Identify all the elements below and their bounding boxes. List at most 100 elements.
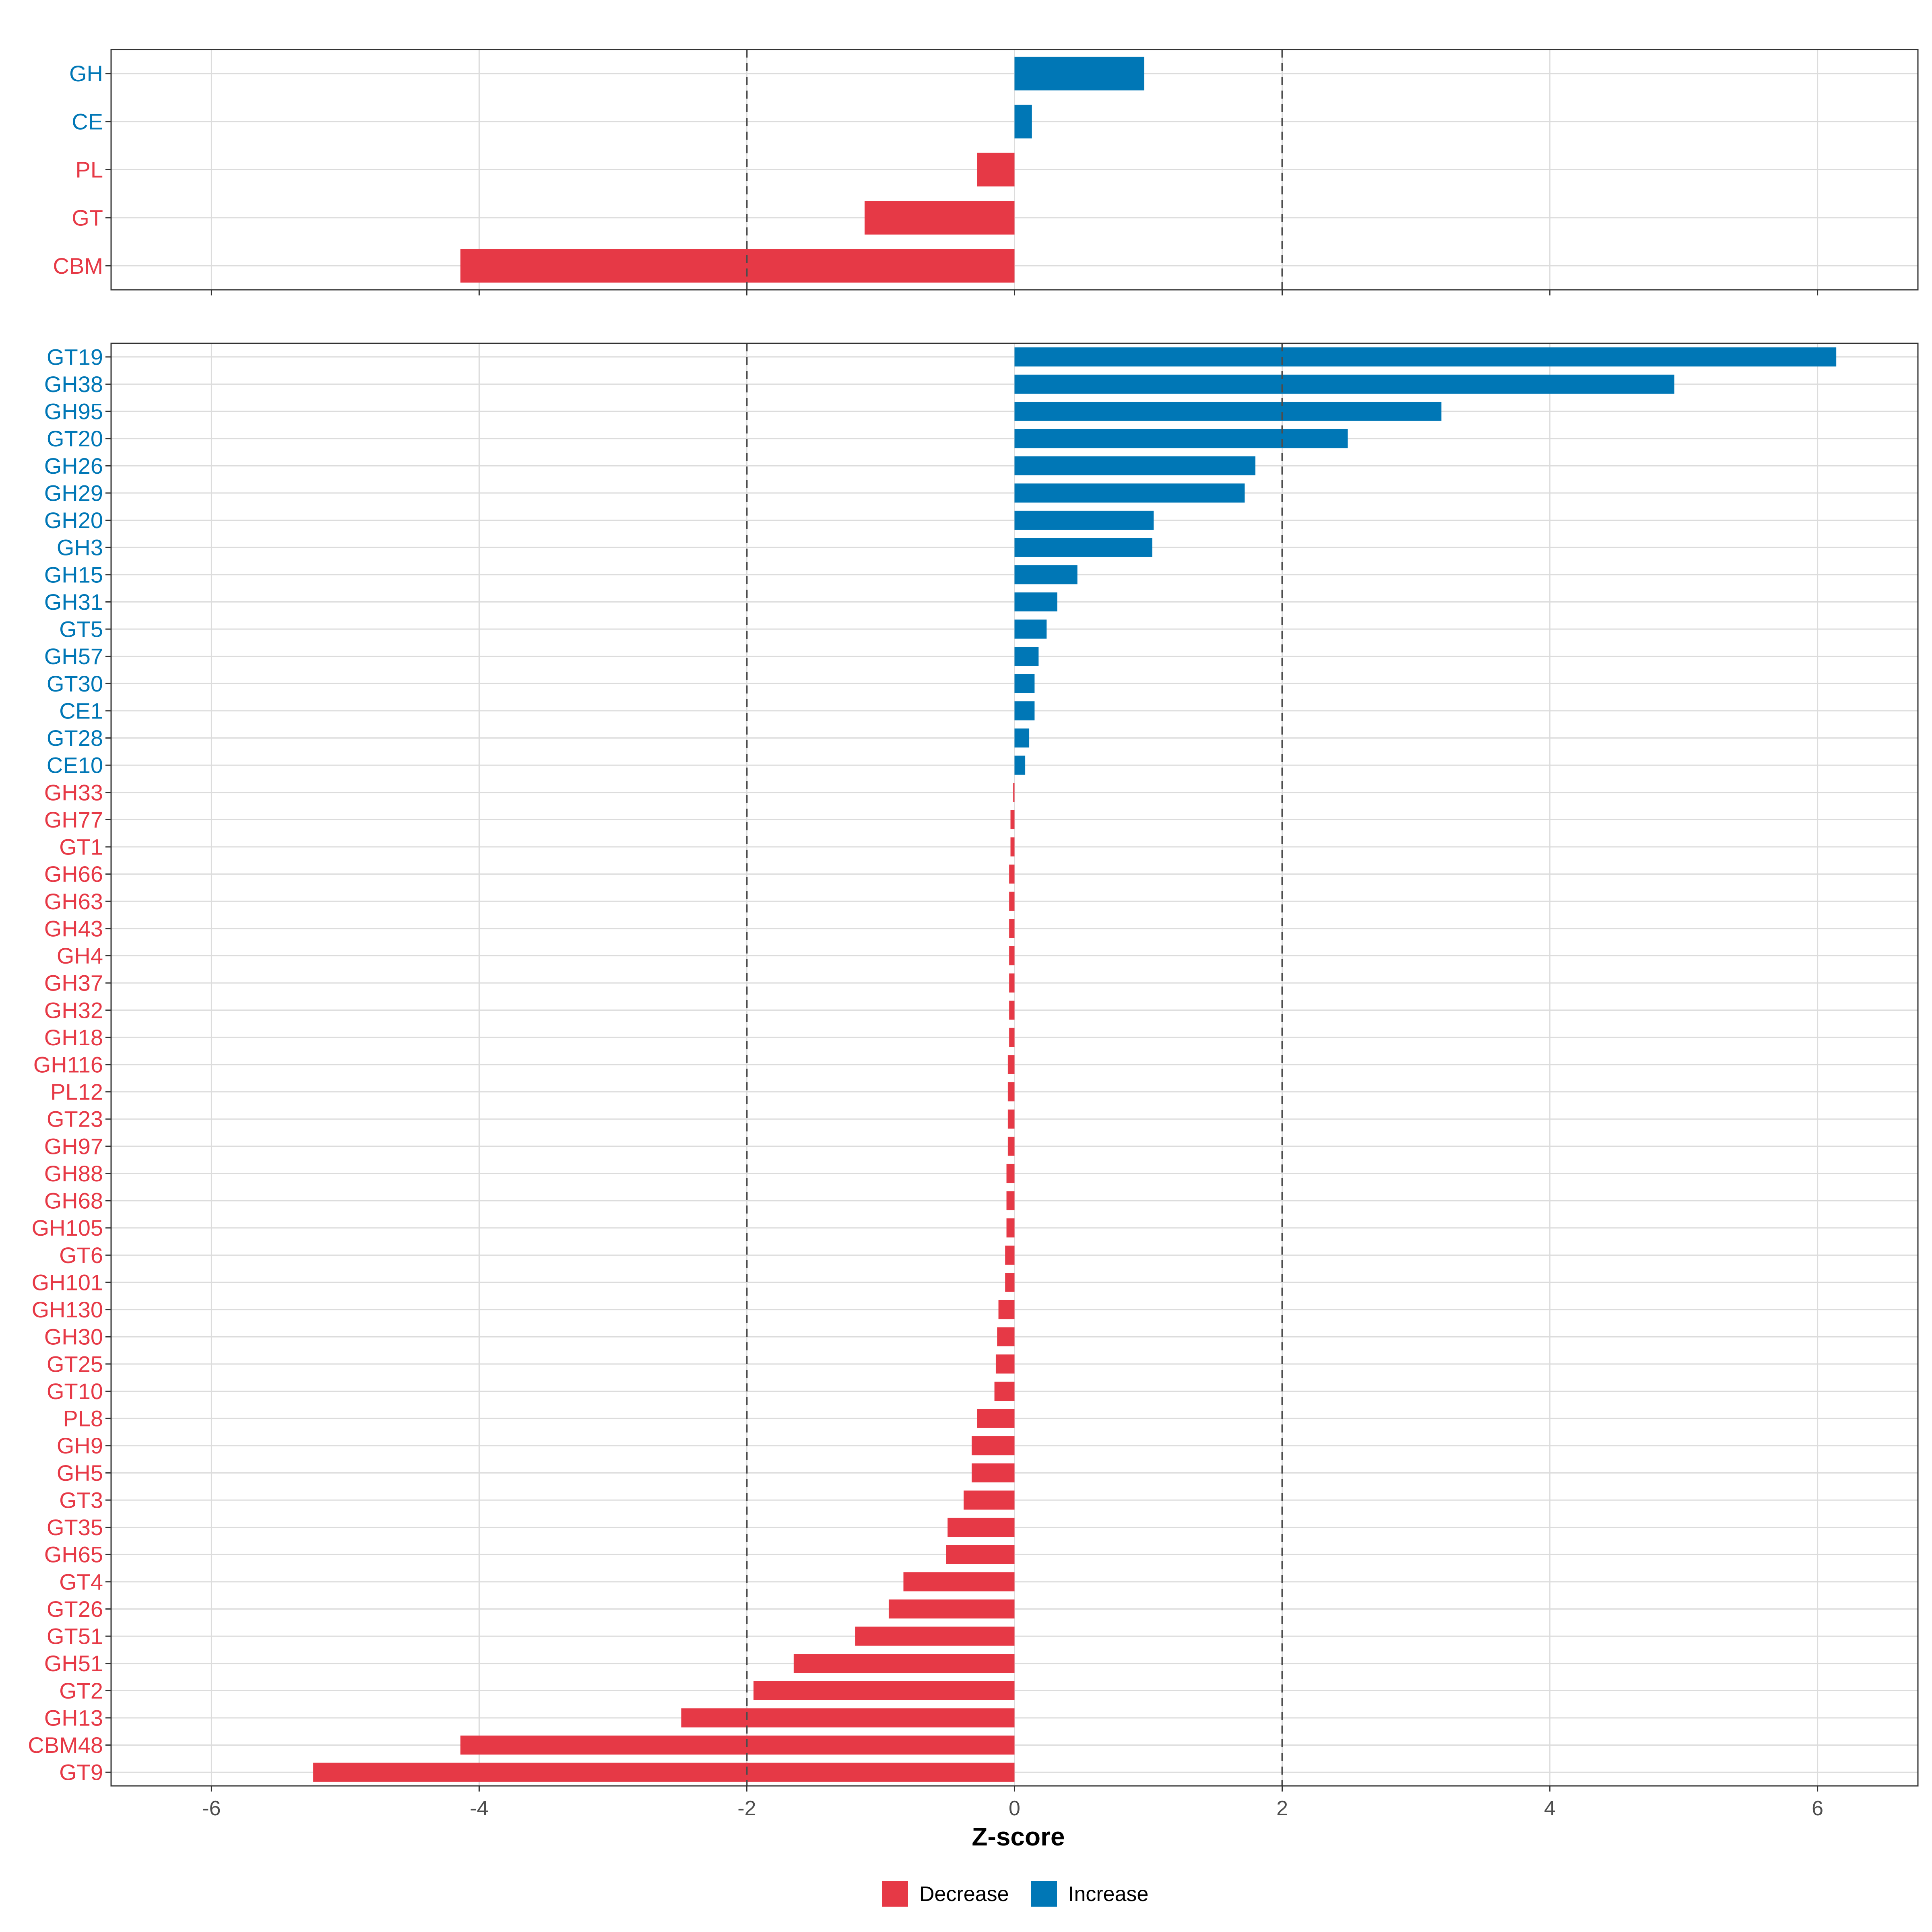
bottom-panel: GT19GH38GH95GT20GH26GH29GH20GH3GH15GH31G… bbox=[28, 343, 1919, 1792]
bottom-category-label-gh31: GH31 bbox=[44, 589, 103, 615]
bottom-category-label-gt25: GT25 bbox=[47, 1351, 103, 1377]
bottom-bar-pl8 bbox=[977, 1409, 1015, 1428]
bottom-category-label-pl12: PL12 bbox=[50, 1079, 103, 1104]
bottom-category-label-gt9: GT9 bbox=[59, 1760, 103, 1785]
bottom-bar-gh68 bbox=[1006, 1191, 1015, 1210]
bottom-bar-gh66 bbox=[1009, 864, 1015, 884]
bottom-category-label-gh33: GH33 bbox=[44, 780, 103, 805]
bottom-category-label-gt30: GT30 bbox=[47, 671, 103, 696]
bottom-category-label-gh13: GH13 bbox=[44, 1705, 103, 1730]
bottom-bar-gh15 bbox=[1014, 565, 1077, 584]
top-category-label-gt: GT bbox=[72, 205, 103, 230]
bottom-bar-gh38 bbox=[1014, 374, 1674, 394]
bottom-category-label-gt1: GT1 bbox=[59, 834, 103, 860]
bottom-bar-gh101 bbox=[1005, 1273, 1015, 1292]
bottom-bar-gt5 bbox=[1014, 619, 1047, 639]
bottom-category-label-gh43: GH43 bbox=[44, 916, 103, 941]
bottom-category-label-gh101: GH101 bbox=[32, 1269, 103, 1295]
bottom-bar-gt23 bbox=[1007, 1109, 1015, 1129]
bottom-bar-gh37 bbox=[1009, 973, 1015, 993]
bottom-category-label-gt19: GT19 bbox=[47, 344, 103, 369]
bottom-bar-gt51 bbox=[855, 1627, 1015, 1646]
bottom-bar-gt35 bbox=[947, 1517, 1015, 1537]
top-category-label-pl: PL bbox=[76, 157, 103, 182]
bottom-bar-gt3 bbox=[964, 1490, 1015, 1510]
bottom-category-label-gh9: GH9 bbox=[57, 1433, 103, 1458]
bottom-bar-gt4 bbox=[903, 1572, 1015, 1591]
bottom-category-label-gt3: GT3 bbox=[59, 1487, 103, 1513]
top-bar-ce bbox=[1014, 105, 1032, 138]
bottom-bar-gh33 bbox=[1013, 783, 1015, 802]
bottom-category-label-gt20: GT20 bbox=[47, 426, 103, 451]
bottom-bar-gh51 bbox=[793, 1654, 1015, 1673]
bottom-category-label-ce1: CE1 bbox=[59, 698, 103, 723]
bottom-bar-gh77 bbox=[1010, 810, 1015, 830]
bottom-bar-gh97 bbox=[1007, 1137, 1015, 1156]
bottom-bar-gh9 bbox=[972, 1436, 1015, 1455]
bottom-category-label-gt4: GT4 bbox=[59, 1569, 103, 1594]
bottom-bar-gh95 bbox=[1014, 402, 1442, 421]
bottom-bar-gt10 bbox=[994, 1381, 1015, 1401]
legend-label-decrease: Decrease bbox=[919, 1882, 1009, 1906]
top-bar-pl bbox=[977, 153, 1015, 187]
bottom-category-label-gt2: GT2 bbox=[59, 1678, 103, 1703]
top-category-label-gh: GH bbox=[69, 61, 103, 86]
top-bar-gh bbox=[1014, 56, 1145, 91]
bottom-category-label-gh37: GH37 bbox=[44, 970, 103, 996]
bottom-category-label-gt26: GT26 bbox=[47, 1596, 103, 1622]
bottom-bar-gh26 bbox=[1014, 456, 1256, 475]
bottom-category-label-gh116: GH116 bbox=[33, 1052, 103, 1077]
bottom-category-label-gh68: GH68 bbox=[44, 1188, 103, 1214]
top-bar-cbm bbox=[460, 249, 1015, 283]
bottom-category-label-gh18: GH18 bbox=[44, 1025, 103, 1050]
top-category-label-cbm: CBM bbox=[53, 253, 103, 279]
bottom-bar-gt30 bbox=[1014, 674, 1035, 693]
bottom-category-label-gh95: GH95 bbox=[44, 399, 103, 424]
bottom-category-label-ce10: CE10 bbox=[47, 753, 103, 778]
bottom-category-label-gh4: GH4 bbox=[57, 943, 103, 968]
bottom-bar-gh65 bbox=[946, 1545, 1015, 1564]
bottom-bar-gh43 bbox=[1009, 919, 1015, 938]
bottom-bar-ce1 bbox=[1014, 701, 1035, 720]
x-tick-label: -4 bbox=[470, 1797, 488, 1820]
bottom-bar-gt19 bbox=[1014, 347, 1837, 367]
bottom-bar-gh63 bbox=[1009, 892, 1015, 911]
x-tick-label: 2 bbox=[1276, 1797, 1288, 1820]
bottom-bar-gh130 bbox=[998, 1300, 1015, 1319]
bottom-bar-gt6 bbox=[1005, 1245, 1015, 1265]
bottom-bar-gt26 bbox=[888, 1599, 1015, 1619]
bottom-bar-gt20 bbox=[1014, 429, 1348, 448]
legend-key-decrease bbox=[882, 1881, 908, 1907]
bottom-category-label-gt35: GT35 bbox=[47, 1515, 103, 1540]
bottom-category-label-gt51: GT51 bbox=[47, 1624, 103, 1649]
bottom-category-label-pl8: PL8 bbox=[63, 1406, 103, 1431]
bottom-bar-gh18 bbox=[1009, 1028, 1015, 1047]
bottom-bar-gh13 bbox=[681, 1708, 1015, 1728]
legend-label-increase: Increase bbox=[1068, 1882, 1148, 1906]
bottom-category-label-gt28: GT28 bbox=[47, 725, 103, 751]
bottom-category-label-gh130: GH130 bbox=[32, 1297, 103, 1322]
bottom-bar-gh4 bbox=[1009, 946, 1015, 966]
bottom-category-label-gh77: GH77 bbox=[44, 807, 103, 832]
bottom-bar-gh116 bbox=[1007, 1055, 1015, 1074]
bottom-category-label-gh20: GH20 bbox=[44, 508, 103, 533]
top-bar-gt bbox=[865, 201, 1015, 235]
bottom-category-label-gh105: GH105 bbox=[32, 1215, 103, 1241]
bottom-category-label-gh38: GH38 bbox=[44, 372, 103, 397]
bottom-category-label-gh29: GH29 bbox=[44, 480, 103, 506]
bottom-bar-gt1 bbox=[1010, 837, 1015, 857]
top-panel: GH CE PL GT CBM bbox=[53, 49, 1919, 295]
bottom-category-label-gh63: GH63 bbox=[44, 889, 103, 914]
bottom-category-label-gh97: GH97 bbox=[44, 1133, 103, 1159]
bottom-bar-gt28 bbox=[1014, 728, 1030, 748]
x-tick-label: 0 bbox=[1009, 1797, 1020, 1820]
bottom-category-label-gh30: GH30 bbox=[44, 1324, 103, 1350]
x-tick-label: 6 bbox=[1812, 1797, 1823, 1820]
legend-key-increase bbox=[1031, 1881, 1057, 1907]
x-tick-label: -6 bbox=[202, 1797, 221, 1820]
bottom-bar-gt25 bbox=[995, 1354, 1015, 1374]
bottom-bar-gh57 bbox=[1014, 646, 1039, 666]
x-tick-label: 4 bbox=[1544, 1797, 1556, 1820]
bottom-category-label-gh15: GH15 bbox=[44, 562, 103, 587]
